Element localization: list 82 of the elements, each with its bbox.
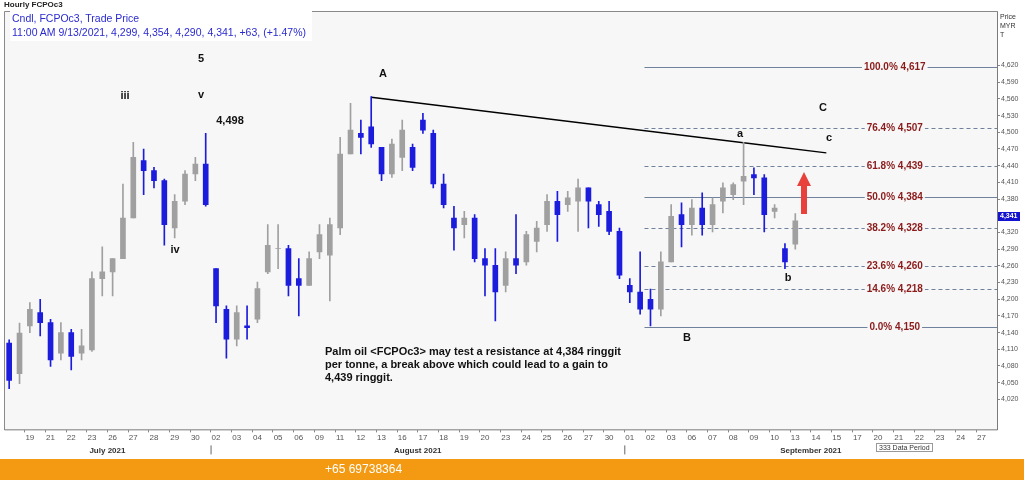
annotation: 4,498 <box>216 114 244 126</box>
x-tick-label: 02 <box>211 433 222 443</box>
x-tick-label: 23 <box>501 433 511 443</box>
text: July 2021 <box>89 445 126 455</box>
x-tick-label: 01 <box>625 433 635 443</box>
ref-line-label: 100.0% 4,617 <box>863 60 927 72</box>
annotation: iv <box>170 243 180 255</box>
text: August 2021 <box>393 445 443 455</box>
x-tick-label: 24 <box>521 433 532 443</box>
candlestick <box>275 224 281 269</box>
x-tick-label: 06 <box>294 433 304 443</box>
ref-line-label: 76.4% 4,507 <box>866 122 924 134</box>
x-tick-label: 03 <box>666 433 677 443</box>
candlestick <box>358 119 364 155</box>
ref-line-label: 61.8% 4,439 <box>866 159 924 171</box>
annotation: a <box>736 127 744 139</box>
x-tick-label: 21 <box>46 433 56 443</box>
x-tick-label: 02 <box>646 433 656 443</box>
x-tick-label: 22 <box>914 433 925 443</box>
annotation: iii <box>120 89 130 101</box>
x-tick-label: 20 <box>480 433 490 443</box>
x-tick-label: 26 <box>563 433 573 443</box>
x-tick-label: 30 <box>604 433 615 443</box>
x-tick-label: 27 <box>977 433 987 443</box>
text: September 2021 <box>780 445 843 455</box>
annotation: A <box>379 67 387 79</box>
annotation: b <box>784 271 792 283</box>
x-tick-label: 17 <box>852 433 863 443</box>
x-tick-label: 09 <box>749 433 759 443</box>
candlestick <box>295 258 302 317</box>
candlestick <box>451 205 457 251</box>
ref-line-label: 0.0% 4,150 <box>869 320 921 332</box>
x-tick-label: 30 <box>190 433 201 443</box>
annotation: 5 <box>197 52 205 64</box>
x-tick-label: 19 <box>459 433 470 443</box>
x-tick-label: 09 <box>315 433 325 443</box>
x-tick-label: 24 <box>956 433 966 443</box>
x-tick-label: 05 <box>273 433 284 443</box>
x-tick-label: 15 <box>832 433 842 443</box>
x-tick-label: 17 <box>418 433 428 443</box>
x-tick-label: 23 <box>87 433 97 443</box>
x-tick-label: 14 <box>811 433 821 443</box>
x-tick-label: 20 <box>873 433 884 443</box>
x-tick-label: 29 <box>170 433 180 443</box>
x-tick-label: 28 <box>149 433 159 443</box>
text: +65 69738364 <box>325 462 403 476</box>
x-tick-label: 18 <box>439 433 449 443</box>
ref-line-label: 38.2% 4,328 <box>866 221 924 233</box>
x-tick-label: 26 <box>108 433 118 443</box>
x-tick-label: 27 <box>583 433 594 443</box>
x-tick-label: 03 <box>232 433 242 443</box>
x-tick-label: 16 <box>397 433 408 443</box>
text: Cndl, FCPOc3, Trade Price 11:00 AM 9/13/2021, 4,299, 4,354, 4,290, 4,341, +63, (+1.47%) <box>10 11 313 41</box>
candlestick <box>99 246 106 297</box>
x-tick-label: 19 <box>25 433 35 443</box>
x-tick-label: 08 <box>728 433 739 443</box>
x-tick-label: 27 <box>128 433 139 443</box>
x-tick-label: 04 <box>252 433 263 443</box>
x-tick-label: 10 <box>770 433 780 443</box>
x-tick-label: 21 <box>894 433 904 443</box>
ref-line-label: 50.0% 4,384 <box>866 190 924 202</box>
annotation: C <box>819 101 827 113</box>
annotation: v <box>197 88 205 100</box>
annotation: c <box>825 131 833 143</box>
x-tick-label: 11 <box>336 433 345 443</box>
candlestick <box>513 214 519 274</box>
ref-line-label: 23.6% 4,260 <box>866 259 924 271</box>
x-tick-label: 13 <box>790 433 801 443</box>
x-tick-label: 12 <box>356 433 366 443</box>
x-tick-label: 07 <box>708 433 718 443</box>
candlestick <box>244 305 250 340</box>
x-tick-label: 25 <box>542 433 553 443</box>
x-tick-label: 13 <box>377 433 387 443</box>
x-tick-label: 06 <box>687 433 697 443</box>
x-tick-label: 23 <box>935 433 946 443</box>
chart-title: Hourly FCPOc3 <box>4 0 63 9</box>
candlestick <box>482 248 488 297</box>
candlestick <box>751 167 757 195</box>
annotation: Palm oil <FCPOc3> may test a resistance at 4,384 ringgit per tonne, a break above which could lead to a gain to 4,439 ringgit. <box>325 345 622 384</box>
ref-line-label: 14.6% 4,218 <box>866 282 924 294</box>
x-tick-label: 22 <box>66 433 77 443</box>
annotation: B <box>683 331 691 343</box>
